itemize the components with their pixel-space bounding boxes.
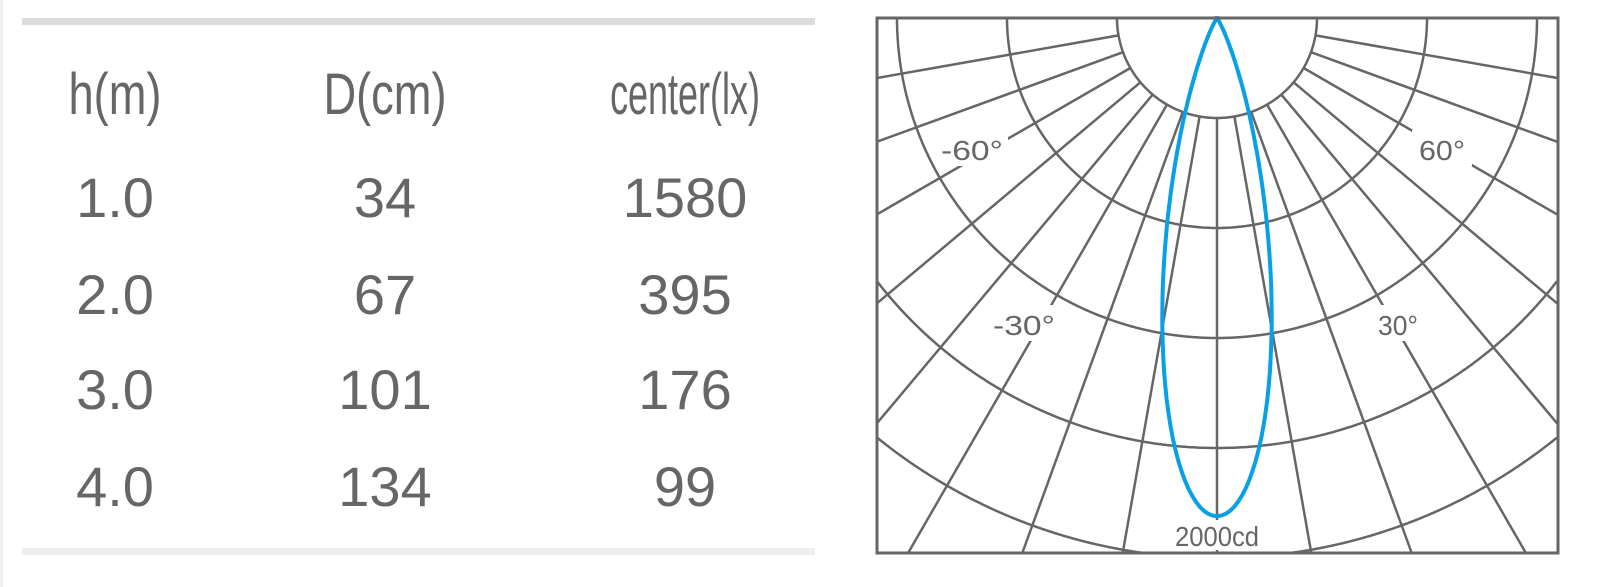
- grid-spoke: [876, 51, 1124, 143]
- table-cell: 395: [638, 263, 732, 326]
- radial-scale-label: 2000cd: [1175, 521, 1259, 552]
- angle-labels: -60° 60° -30° 30° 2000cd: [940, 130, 1472, 552]
- grid-spoke: [1250, 111, 1413, 554]
- table-cell: 101: [338, 358, 432, 421]
- left-edge: [0, 0, 3, 587]
- table-top-rule: [22, 18, 815, 25]
- grid-spoke: [876, 81, 1142, 305]
- table-cell: 3.0: [76, 358, 154, 421]
- table-bottom-rule: [22, 548, 815, 555]
- chart-frame: [875, 16, 1560, 555]
- header-center-lux: center(lx): [610, 62, 760, 127]
- angle-label-30: 30°: [1378, 310, 1418, 341]
- header-height: h(m): [68, 62, 162, 127]
- intensity-curve: [1160, 16, 1274, 519]
- grid-spoke: [1021, 111, 1184, 554]
- table-cell: 34: [353, 166, 417, 229]
- grid-spoke: [1310, 51, 1559, 144]
- polar-grid: [876, 16, 1559, 554]
- grid-spoke: [1315, 34, 1559, 80]
- grid-spoke: [1292, 81, 1559, 306]
- table-cell: 99: [653, 455, 717, 518]
- table-cell: 67: [353, 263, 417, 326]
- table-cell: 176: [638, 358, 732, 421]
- table-cell: 2.0: [76, 263, 154, 326]
- header-diameter: D(cm): [323, 62, 447, 127]
- grid-spoke: [1280, 93, 1559, 426]
- grid-ring: [876, 436, 1558, 554]
- table-cell: 4.0: [76, 455, 154, 518]
- table-cell: 1580: [622, 166, 748, 229]
- angle-label-minus60: -60°: [941, 135, 1003, 166]
- angle-label-minus30: -30°: [993, 310, 1055, 341]
- angle-label-60: 60°: [1419, 135, 1465, 166]
- table-cell: 134: [338, 455, 432, 518]
- grid-spoke: [876, 93, 1154, 425]
- table-cell: 1.0: [76, 166, 154, 229]
- grid-spoke: [876, 34, 1119, 80]
